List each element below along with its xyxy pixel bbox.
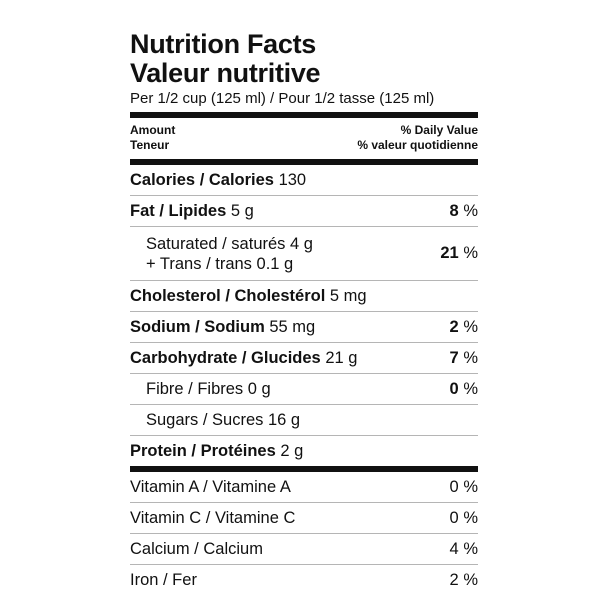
calories-row: Calories / Calories 130 — [130, 165, 478, 196]
sodium-row: Sodium / Sodium 55 mg 2 % — [130, 312, 478, 343]
calories-value: 130 — [278, 170, 307, 189]
calcium-label: Calcium / Calcium — [130, 539, 263, 558]
carbohydrate-dv-unit: % — [463, 348, 478, 367]
fibre-dv: 0 — [449, 379, 459, 398]
divider-thick — [130, 112, 478, 118]
vitamin-row: Iron / Fer 2 % — [130, 565, 478, 595]
fibre-dv-unit: % — [463, 379, 478, 398]
iron-dv: 2 — [449, 570, 459, 589]
saturated-trans-row: Saturated / saturés 4 g + Trans / trans … — [130, 227, 478, 281]
carbohydrate-dv: 7 — [449, 348, 459, 367]
divider-thick — [130, 159, 478, 165]
cholesterol-row: Cholesterol / Cholestérol 5 mg — [130, 281, 478, 312]
amount-label-fr: Teneur — [130, 138, 170, 152]
vitamin-row: Vitamin C / Vitamine C 0 % — [130, 503, 478, 534]
sugars-row: Sugars / Sucres 16 g — [130, 405, 478, 436]
fat-row: Fat / Lipides 5 g 8 % — [130, 196, 478, 227]
daily-value-label-fr: % valeur quotidienne — [357, 138, 478, 152]
nutrition-facts-panel: Nutrition Facts Valeur nutritive Per 1/2… — [130, 30, 478, 595]
vitamin-a-dv: 0 — [449, 477, 459, 496]
sodium-value: 55 mg — [269, 317, 316, 336]
saturated-value: 4 g — [290, 234, 313, 253]
saturated-label: Saturated / saturés — [146, 234, 286, 253]
vitamin-row: Vitamin A / Vitamine A 0 % — [130, 472, 478, 503]
saturated-dv: 21 — [440, 244, 459, 262]
trans-value: 0.1 g — [256, 254, 294, 273]
title-french: Valeur nutritive — [130, 58, 321, 88]
cholesterol-label: Cholesterol / Cholestérol — [130, 286, 326, 305]
fat-value: 5 g — [230, 201, 254, 220]
vitamin-c-label: Vitamin C / Vitamine C — [130, 508, 296, 527]
fat-dv: 8 — [449, 201, 459, 220]
carbohydrate-label: Carbohydrate / Glucides — [130, 348, 321, 367]
protein-label: Protein / Protéines — [130, 441, 276, 460]
trans-label: + Trans / trans — [146, 254, 252, 273]
iron-dv-unit: % — [463, 570, 478, 589]
fat-label: Fat / Lipides — [130, 201, 227, 220]
vitamin-a-label: Vitamin A / Vitamine A — [130, 477, 291, 496]
sugars-value: 16 g — [267, 410, 301, 429]
iron-label: Iron / Fer — [130, 570, 197, 589]
carbohydrate-row: Carbohydrate / Glucides 21 g 7 % — [130, 343, 478, 374]
column-header: Amount Teneur % Daily Value % valeur quo… — [130, 118, 478, 159]
protein-row: Protein / Protéines 2 g — [130, 436, 478, 466]
title-english: Nutrition Facts — [130, 29, 317, 59]
vitamin-c-dv-unit: % — [463, 508, 478, 527]
divider-thick — [130, 466, 478, 472]
serving-size: Per 1/2 cup (125 ml) / Pour 1/2 tasse (1… — [130, 90, 435, 107]
cholesterol-value: 5 mg — [329, 286, 367, 305]
sodium-dv: 2 — [449, 317, 459, 336]
sodium-dv-unit: % — [463, 317, 478, 336]
calcium-dv: 4 — [449, 539, 459, 558]
vitamin-c-dv: 0 — [449, 508, 459, 527]
fibre-value: 0 g — [247, 379, 271, 398]
sodium-label: Sodium / Sodium — [130, 317, 265, 336]
carbohydrate-value: 21 g — [325, 348, 358, 367]
sugars-label: Sugars / Sucres — [146, 410, 264, 429]
vitamin-a-dv-unit: % — [463, 477, 478, 496]
daily-value-label-en: % Daily Value — [400, 123, 478, 137]
fibre-label: Fibre / Fibres — [146, 379, 244, 398]
protein-value: 2 g — [280, 441, 304, 460]
calcium-dv-unit: % — [463, 539, 478, 558]
vitamin-row: Calcium / Calcium 4 % — [130, 534, 478, 565]
calories-label: Calories / Calories — [130, 170, 274, 189]
fat-dv-unit: % — [463, 201, 478, 220]
saturated-dv-unit: % — [463, 244, 478, 262]
amount-label-en: Amount — [130, 123, 176, 137]
fibre-row: Fibre / Fibres 0 g 0 % — [130, 374, 478, 405]
